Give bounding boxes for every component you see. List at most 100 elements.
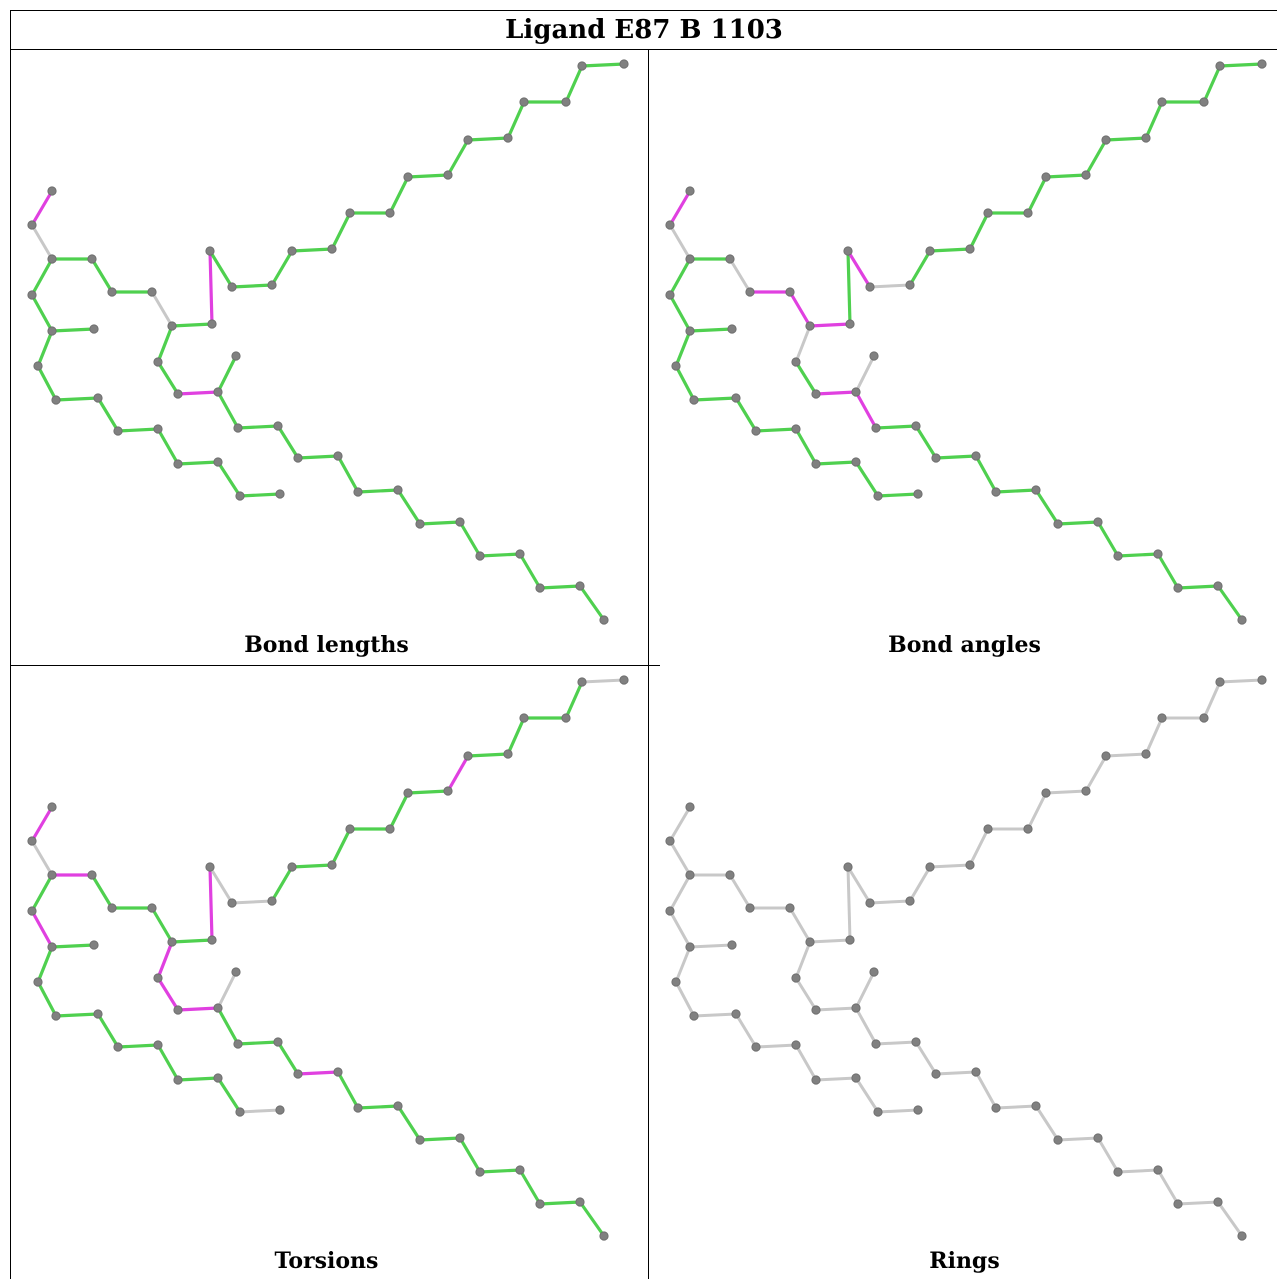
atom-18: [805, 937, 815, 947]
bond-1: [30, 839, 54, 877]
bond-45: [418, 520, 462, 526]
bond-0: [30, 805, 54, 843]
bond-11: [794, 1043, 818, 1082]
atom-44: [1031, 485, 1041, 495]
bond-5: [50, 327, 96, 333]
bond-39: [236, 424, 280, 430]
bond-21: [868, 283, 912, 289]
atom-24: [965, 860, 975, 870]
bond-26: [388, 791, 410, 831]
bond-11: [794, 427, 818, 466]
bond-41: [296, 454, 340, 460]
atom-45: [1053, 1135, 1063, 1145]
atom-14: [873, 1107, 883, 1117]
bond-14: [238, 492, 282, 498]
bond-14: [876, 1108, 920, 1114]
atom-13: [851, 457, 861, 467]
bond-34: [156, 940, 174, 980]
bond-3: [30, 873, 54, 913]
atom-22: [905, 896, 915, 906]
atom-46: [1093, 1133, 1103, 1143]
bond-26: [1026, 791, 1048, 831]
atom-18: [167, 937, 177, 947]
atom-2: [685, 870, 695, 880]
panel-bond-lengths: Bond lengths: [10, 50, 643, 664]
atom-30: [1141, 749, 1151, 759]
grid-line-middle: [10, 665, 660, 666]
atom-9: [731, 1009, 741, 1019]
atom-36: [811, 1005, 821, 1015]
atom-42: [971, 1067, 981, 1077]
atom-41: [931, 453, 941, 463]
bond-0: [668, 805, 692, 843]
bond-29: [1104, 752, 1148, 758]
bond-32: [1202, 64, 1222, 104]
bond-27: [1044, 789, 1088, 795]
bond-45: [1056, 520, 1100, 526]
atom-20: [843, 862, 853, 872]
atom-43: [991, 1103, 1001, 1113]
bond-20: [846, 865, 872, 905]
atom-4: [665, 906, 675, 916]
bond-12: [176, 1076, 220, 1082]
bond-46: [458, 520, 482, 558]
bond-7: [674, 364, 696, 402]
atom-37: [213, 1003, 223, 1013]
bond-40: [914, 424, 938, 460]
bond-18: [170, 938, 214, 944]
atom-20: [205, 246, 215, 256]
atom-22: [905, 280, 915, 290]
atom-34: [1257, 59, 1267, 69]
bond-47: [478, 1168, 522, 1174]
atom-41: [931, 1069, 941, 1079]
bond-21: [230, 899, 274, 905]
atom-15: [275, 1105, 285, 1115]
atom-13: [213, 1073, 223, 1083]
bond-10: [116, 427, 160, 433]
atom-37: [213, 387, 223, 397]
bond-47: [1116, 1168, 1160, 1174]
atom-4: [27, 906, 37, 916]
bond-44: [396, 1104, 422, 1142]
atom-6: [727, 324, 737, 334]
bond-35: [794, 360, 818, 396]
atom-36: [811, 389, 821, 399]
bond-19: [208, 249, 214, 326]
bond-26: [1026, 175, 1048, 215]
atom-48: [515, 1165, 525, 1175]
bond-13: [854, 1076, 880, 1114]
atom-28: [443, 786, 453, 796]
atom-39: [871, 423, 881, 433]
atom-3: [87, 870, 97, 880]
atom-14: [235, 1107, 245, 1117]
atom-8: [51, 1011, 61, 1021]
atom-43: [991, 487, 1001, 497]
grid-line-left: [10, 50, 11, 1279]
atom-33: [1215, 61, 1225, 71]
bond-13: [854, 460, 880, 498]
bond-47: [478, 552, 522, 558]
bond-4: [30, 293, 54, 333]
atom-21: [227, 282, 237, 292]
bond-7: [36, 364, 58, 402]
bond-28: [446, 138, 470, 177]
bond-48: [1156, 1168, 1180, 1206]
atom-15: [913, 1105, 923, 1115]
bond-29: [466, 752, 510, 758]
figure-title: Ligand E87 B 1103: [505, 15, 783, 45]
atom-41: [293, 453, 303, 463]
atom-5: [47, 326, 57, 336]
bond-11: [156, 1043, 180, 1082]
bond-10: [754, 1043, 798, 1049]
bond-50: [578, 1200, 606, 1238]
bond-34: [794, 324, 812, 364]
bond-14: [876, 492, 920, 498]
atom-18: [167, 321, 177, 331]
bond-1: [668, 223, 692, 261]
bond-33: [1218, 62, 1264, 68]
bond-6: [674, 329, 692, 368]
rings-molecule: [665, 675, 1267, 1241]
atom-6: [727, 940, 737, 950]
bond-22: [270, 865, 294, 903]
bond-42: [336, 1070, 360, 1110]
